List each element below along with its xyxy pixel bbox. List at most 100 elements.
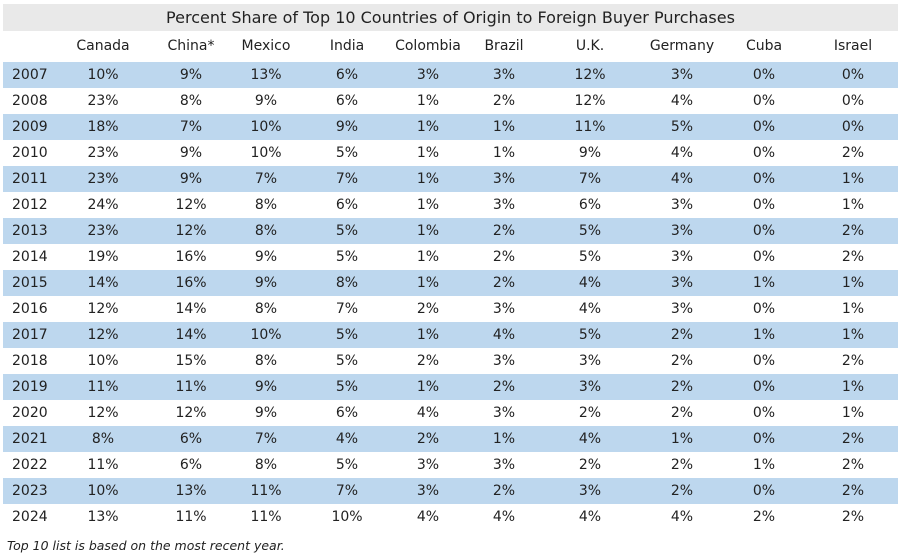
value-cell: 11% bbox=[250, 483, 282, 499]
value-cell: 8% bbox=[179, 93, 203, 109]
value-cell: 2% bbox=[752, 509, 776, 525]
header-row: Canada China* Mexico India Colombia Brazil U.K… bbox=[3, 32, 898, 60]
value-cell: 0% bbox=[752, 145, 776, 161]
value-cell: 9% bbox=[179, 171, 203, 187]
value-cell: 1% bbox=[416, 249, 440, 265]
column-header: India bbox=[329, 38, 365, 54]
value-cell: 13% bbox=[87, 509, 119, 525]
value-cell: 2% bbox=[670, 483, 694, 499]
value-cell: 1% bbox=[752, 327, 776, 343]
value-cell: 1% bbox=[841, 197, 865, 213]
value-cell: 4% bbox=[670, 509, 694, 525]
value-cell: 0% bbox=[752, 93, 776, 109]
value-cell: 4% bbox=[492, 509, 516, 525]
value-cell: 16% bbox=[175, 249, 207, 265]
value-cell: 9% bbox=[335, 119, 359, 135]
value-cell: 5% bbox=[335, 249, 359, 265]
value-cell: 10% bbox=[87, 353, 119, 369]
value-cell: 1% bbox=[416, 197, 440, 213]
value-cell: 9% bbox=[254, 249, 278, 265]
value-cell: 8% bbox=[335, 275, 359, 291]
value-cell: 11% bbox=[250, 509, 282, 525]
table-row: 2023 10% 13% 11% 7% 3% 2% 3% 2% 0% 2% bbox=[3, 478, 898, 504]
value-cell: 2% bbox=[841, 431, 865, 447]
value-cell: 6% bbox=[335, 197, 359, 213]
year-cell: 2008 bbox=[12, 93, 48, 109]
value-cell: 0% bbox=[752, 119, 776, 135]
value-cell: 5% bbox=[335, 379, 359, 395]
table-row: 2018 10% 15% 8% 5% 2% 3% 3% 2% 0% 2% bbox=[3, 348, 898, 374]
value-cell: 5% bbox=[578, 327, 602, 343]
value-cell: 3% bbox=[670, 249, 694, 265]
value-cell: 5% bbox=[578, 223, 602, 239]
value-cell: 14% bbox=[175, 301, 207, 317]
value-cell: 3% bbox=[670, 197, 694, 213]
value-cell: 11% bbox=[87, 379, 119, 395]
value-cell: 7% bbox=[335, 301, 359, 317]
value-cell: 0% bbox=[752, 197, 776, 213]
column-header: Cuba bbox=[745, 38, 783, 54]
year-cell: 2009 bbox=[12, 119, 48, 135]
footnote: Top 10 list is based on the most recent … bbox=[7, 538, 285, 553]
value-cell: 4% bbox=[416, 509, 440, 525]
value-cell: 23% bbox=[87, 171, 119, 187]
column-header: Mexico bbox=[241, 38, 291, 54]
value-cell: 19% bbox=[87, 249, 119, 265]
value-cell: 3% bbox=[492, 301, 516, 317]
value-cell: 0% bbox=[752, 405, 776, 421]
value-cell: 13% bbox=[175, 483, 207, 499]
value-cell: 5% bbox=[670, 119, 694, 135]
table-row: 2016 12% 14% 8% 7% 2% 3% 4% 3% 0% 1% bbox=[3, 296, 898, 322]
value-cell: 0% bbox=[841, 67, 865, 83]
value-cell: 18% bbox=[87, 119, 119, 135]
table-row: 2019 11% 11% 9% 5% 1% 2% 3% 2% 0% 1% bbox=[3, 374, 898, 400]
value-cell: 1% bbox=[841, 275, 865, 291]
table-row: 2020 12% 12% 9% 6% 4% 3% 2% 2% 0% 1% bbox=[3, 400, 898, 426]
value-cell: 8% bbox=[254, 197, 278, 213]
value-cell: 3% bbox=[670, 275, 694, 291]
table-row: 2008 23% 8% 9% 6% 1% 2% 12% 4% 0% 0% bbox=[3, 88, 898, 114]
value-cell: 12% bbox=[175, 223, 207, 239]
value-cell: 0% bbox=[752, 431, 776, 447]
value-cell: 12% bbox=[175, 197, 207, 213]
column-header: Colombia bbox=[395, 38, 461, 54]
value-cell: 3% bbox=[492, 457, 516, 473]
value-cell: 7% bbox=[179, 119, 203, 135]
value-cell: 10% bbox=[250, 119, 282, 135]
value-cell: 12% bbox=[87, 405, 119, 421]
table-row: 2014 19% 16% 9% 5% 1% 2% 5% 3% 0% 2% bbox=[3, 244, 898, 270]
year-cell: 2024 bbox=[12, 509, 48, 525]
value-cell: 11% bbox=[574, 119, 606, 135]
value-cell: 4% bbox=[578, 275, 602, 291]
value-cell: 14% bbox=[87, 275, 119, 291]
value-cell: 5% bbox=[335, 457, 359, 473]
value-cell: 9% bbox=[254, 405, 278, 421]
value-cell: 2% bbox=[841, 509, 865, 525]
value-cell: 3% bbox=[416, 67, 440, 83]
value-cell: 3% bbox=[670, 67, 694, 83]
value-cell: 2% bbox=[841, 223, 865, 239]
value-cell: 2% bbox=[670, 457, 694, 473]
value-cell: 1% bbox=[670, 431, 694, 447]
value-cell: 4% bbox=[578, 301, 602, 317]
year-cell: 2007 bbox=[12, 67, 48, 83]
value-cell: 1% bbox=[416, 327, 440, 343]
table-row: 2024 13% 11% 11% 10% 4% 4% 4% 4% 2% 2% bbox=[3, 504, 898, 530]
value-cell: 2% bbox=[492, 249, 516, 265]
value-cell: 2% bbox=[578, 405, 602, 421]
value-cell: 4% bbox=[578, 509, 602, 525]
value-cell: 3% bbox=[492, 353, 516, 369]
value-cell: 4% bbox=[670, 145, 694, 161]
column-header: Canada bbox=[76, 38, 130, 54]
table-row: 2009 18% 7% 10% 9% 1% 1% 11% 5% 0% 0% bbox=[3, 114, 898, 140]
value-cell: 3% bbox=[416, 483, 440, 499]
value-cell: 1% bbox=[416, 119, 440, 135]
value-cell: 8% bbox=[254, 223, 278, 239]
value-cell: 6% bbox=[335, 405, 359, 421]
value-cell: 3% bbox=[670, 301, 694, 317]
value-cell: 2% bbox=[492, 275, 516, 291]
value-cell: 2% bbox=[416, 353, 440, 369]
value-cell: 2% bbox=[578, 457, 602, 473]
table-row: 2007 10% 9% 13% 6% 3% 3% 12% 3% 0% 0% bbox=[3, 62, 898, 88]
